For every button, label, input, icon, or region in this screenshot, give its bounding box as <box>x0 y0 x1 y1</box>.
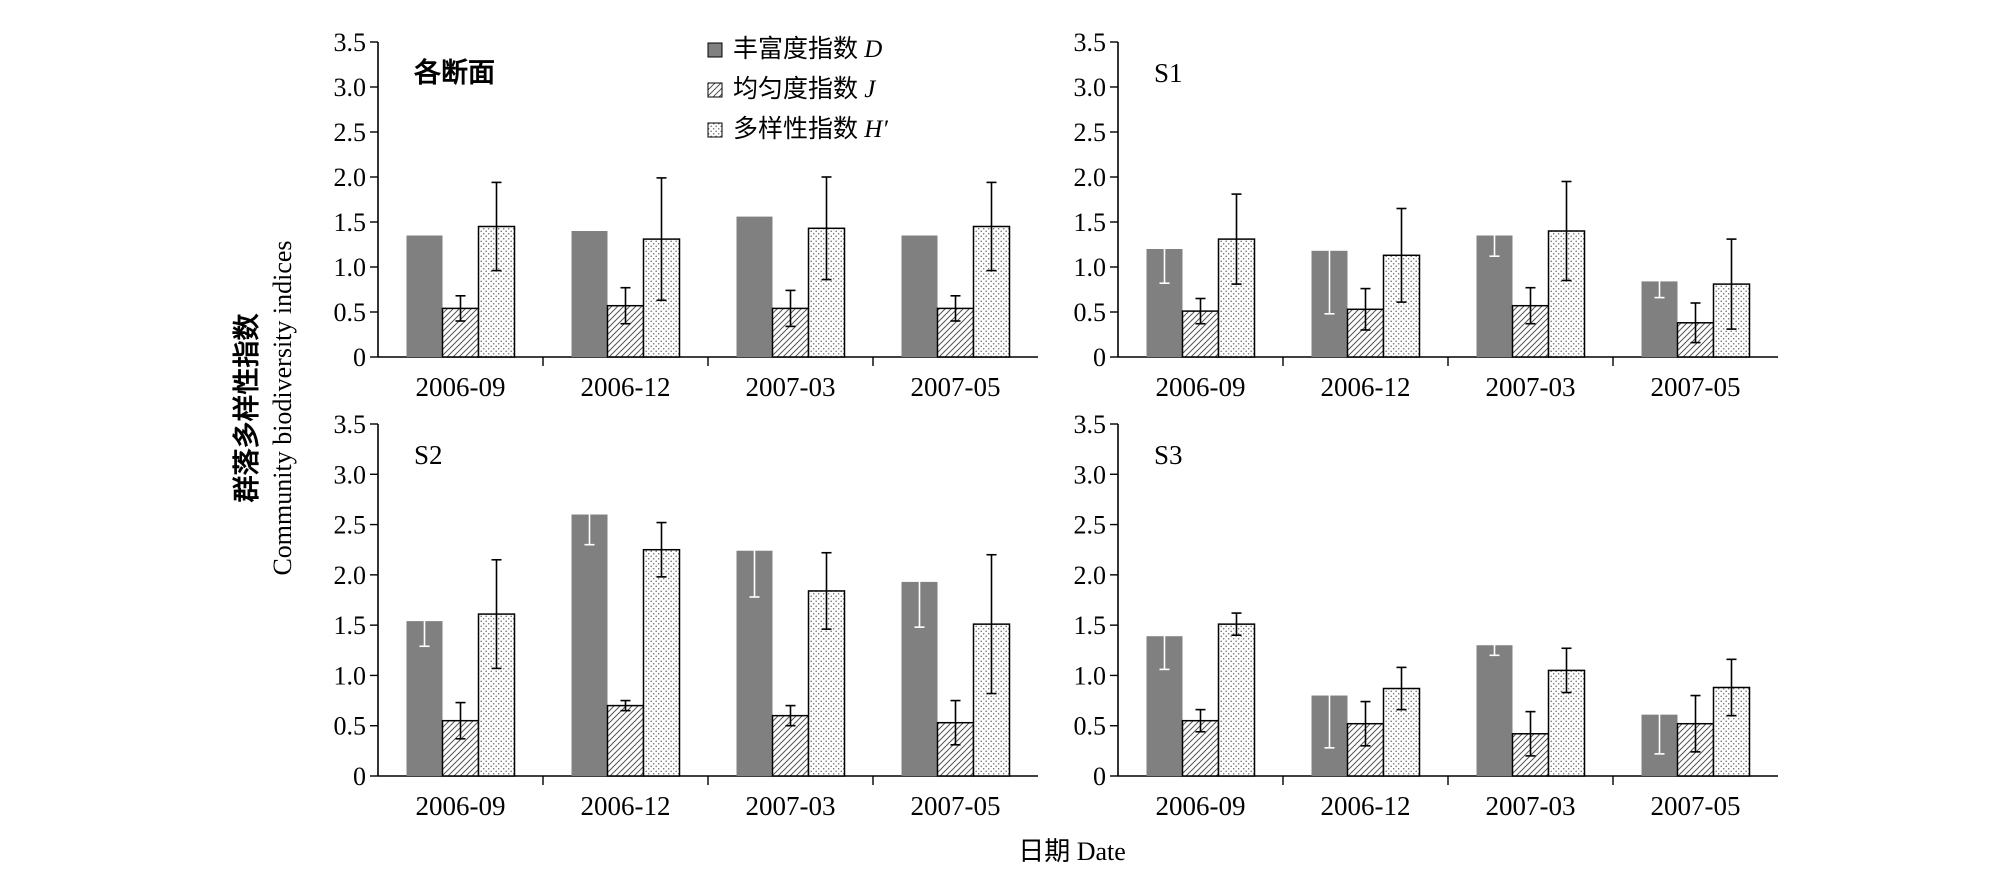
legend-swatch-diversity <box>707 122 723 138</box>
y-tick-label: 3.0 <box>334 73 367 102</box>
y-tick-label: 0.5 <box>1074 298 1107 327</box>
chart-panel-3: 0 0.5 1.0 1.5 2.0 2.5 3.0 3.5 2006-09 2006-12 2007… <box>334 410 1038 821</box>
bar-diversity <box>1217 623 1256 777</box>
y-tick-label: 2.0 <box>334 561 367 590</box>
y-tick-label: 3.0 <box>334 460 367 489</box>
legend-entry-evenness: 均匀度指数 J <box>707 75 877 103</box>
legend-entry-richness: 丰富度指数 D <box>707 35 882 63</box>
y-tick-label: 3.0 <box>1074 73 1107 102</box>
y-axis-title-cn: 群落多样性指数 <box>231 313 262 503</box>
bar-richness <box>1476 645 1513 776</box>
panel-label: S3 <box>1154 440 1183 470</box>
bar-richness <box>901 235 938 357</box>
y-tick-label: 1.0 <box>1074 661 1107 690</box>
chart-panel-4: 0 0.5 1.0 1.5 2.0 2.5 3.0 3.5 2006-09 2006-12 2007… <box>1074 410 1778 821</box>
x-tick-label: 2006-12 <box>1321 372 1411 402</box>
bar-richness <box>571 514 608 776</box>
x-tick-label: 2007-05 <box>911 791 1001 821</box>
y-tick-label: 2.0 <box>1074 561 1107 590</box>
panel-label: S2 <box>414 440 443 470</box>
panel-label: 各断面 <box>413 57 495 88</box>
x-tick-label: 2006-09 <box>1156 791 1246 821</box>
y-tick-label: 3.5 <box>1074 410 1107 439</box>
y-tick-label: 0 <box>353 343 366 372</box>
legend-swatch-evenness <box>707 82 723 98</box>
y-tick-label: 0 <box>1093 762 1106 791</box>
bar-diversity <box>642 548 681 777</box>
panel-label: S1 <box>1154 58 1183 88</box>
bar-diversity <box>1382 254 1421 358</box>
legend-label-evenness: 均匀度指数 J <box>733 75 877 103</box>
legend-label-richness: 丰富度指数 D <box>733 35 882 63</box>
y-tick-label: 2.5 <box>1074 118 1107 147</box>
y-tick-label: 0.5 <box>334 712 367 741</box>
x-tick-label: 2007-05 <box>1651 791 1741 821</box>
y-tick-label: 2.0 <box>1074 163 1107 192</box>
x-tick-label: 2007-03 <box>1486 372 1576 402</box>
y-tick-label: 0 <box>353 762 366 791</box>
y-tick-label: 1.5 <box>1074 611 1107 640</box>
x-tick-label: 2007-03 <box>746 791 836 821</box>
chart-panels: 0 0.5 1.0 1.5 2.0 2.5 3.0 3.5 2006-09 2006-12 2007… <box>334 28 1778 821</box>
y-tick-label: 1.5 <box>334 611 367 640</box>
legend-label-diversity: 多样性指数 H′ <box>733 115 888 143</box>
y-tick-label: 0.5 <box>1074 712 1107 741</box>
x-tick-label: 2007-03 <box>1486 791 1576 821</box>
y-tick-label: 3.5 <box>334 28 367 57</box>
x-tick-label: 2007-05 <box>1651 372 1741 402</box>
legend-swatch-richness <box>707 42 723 58</box>
bar-richness <box>571 231 608 357</box>
y-tick-label: 1.0 <box>1074 253 1107 282</box>
y-tick-label: 1.5 <box>1074 208 1107 237</box>
legend-entry-diversity: 多样性指数 H′ <box>707 115 888 143</box>
y-tick-label: 2.5 <box>334 511 367 540</box>
x-tick-label: 2006-09 <box>1156 372 1246 402</box>
chart-panel-1: 0 0.5 1.0 1.5 2.0 2.5 3.0 3.5 2006-09 2006-12 2007… <box>334 28 1038 402</box>
y-tick-label: 0 <box>1093 343 1106 372</box>
y-tick-label: 2.5 <box>334 118 367 147</box>
x-tick-label: 2007-03 <box>746 372 836 402</box>
y-tick-label: 1.0 <box>334 253 367 282</box>
bar-evenness <box>606 704 645 777</box>
y-tick-label: 3.5 <box>334 410 367 439</box>
x-tick-label: 2006-12 <box>581 791 671 821</box>
y-tick-label: 3.0 <box>1074 460 1107 489</box>
bar-richness <box>406 235 443 357</box>
y-tick-label: 3.5 <box>1074 28 1107 57</box>
x-tick-label: 2006-12 <box>581 372 671 402</box>
x-tick-label: 2007-05 <box>911 372 1001 402</box>
x-tick-label: 2006-12 <box>1321 791 1411 821</box>
bar-richness <box>736 216 773 357</box>
x-axis-title: 日期 Date <box>1018 837 1126 866</box>
x-tick-label: 2006-09 <box>416 791 506 821</box>
y-tick-label: 1.5 <box>334 208 367 237</box>
x-tick-label: 2006-09 <box>416 372 506 402</box>
y-tick-label: 1.0 <box>334 661 367 690</box>
y-tick-label: 2.0 <box>334 163 367 192</box>
legend: 丰富度指数 D 均匀度指数 J 多样性指数 H′ <box>707 35 888 143</box>
y-axis-title-en: Community biodiversity indices <box>268 240 297 575</box>
y-tick-label: 2.5 <box>1074 511 1107 540</box>
y-tick-label: 0.5 <box>334 298 367 327</box>
chart-panel-2: 0 0.5 1.0 1.5 2.0 2.5 3.0 3.5 2006-09 2006-12 2007… <box>1074 28 1778 402</box>
